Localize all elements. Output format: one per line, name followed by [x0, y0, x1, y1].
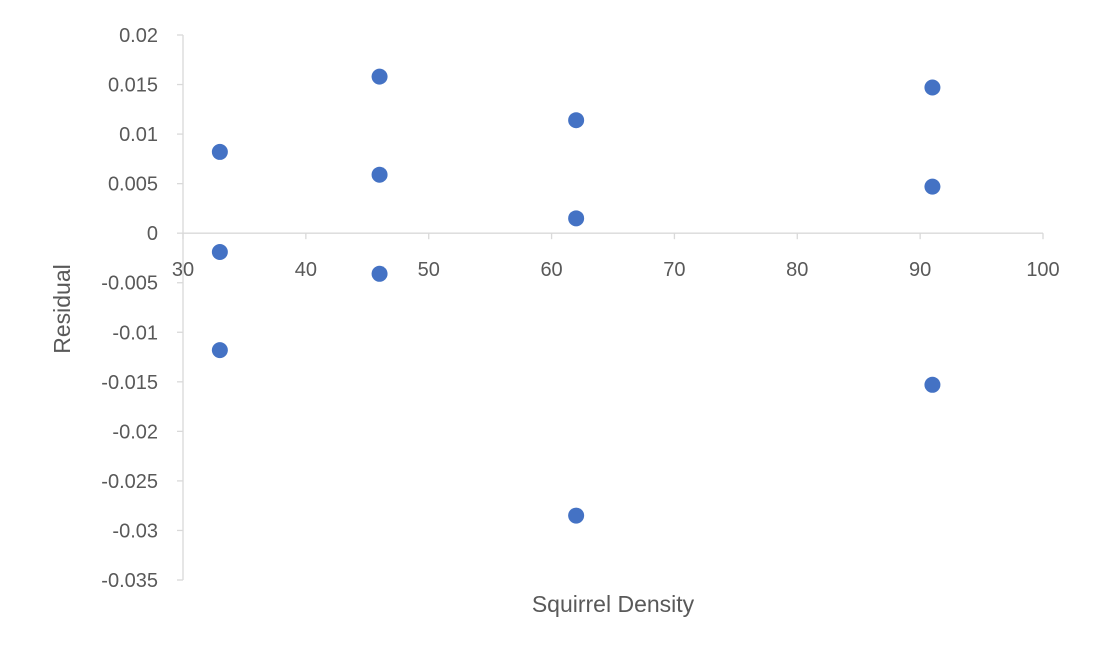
data-point [371, 68, 388, 85]
ticks-layer: 0.02 0.015 0.01 0.005 0 -0.005 -0.01 -0.015 -0.0… [101, 25, 1059, 592]
y-tick-label: -0.02 [112, 421, 158, 443]
x-tick-label: 80 [786, 259, 808, 281]
axes-layer [182, 35, 1043, 580]
x-tick-label: 50 [418, 259, 440, 281]
data-point [211, 342, 228, 359]
y-tick-label: -0.025 [101, 471, 158, 493]
data-point [924, 79, 941, 96]
x-tick-label: 90 [909, 259, 931, 281]
y-tick-label: -0.005 [101, 273, 158, 295]
y-tick-label: -0.01 [112, 322, 158, 344]
data-point [211, 244, 228, 261]
x-tick-label: 40 [295, 259, 317, 281]
data-point [924, 376, 941, 393]
points-layer [211, 68, 941, 524]
data-point [568, 112, 585, 129]
y-tick-label: -0.03 [112, 520, 158, 542]
x-tick-label: 70 [663, 259, 685, 281]
y-tick-label: 0 [147, 223, 158, 245]
y-axis-title: Residual [49, 264, 75, 354]
y-tick-label: -0.035 [101, 570, 158, 592]
data-point [371, 166, 388, 183]
data-point [924, 178, 941, 195]
data-point [371, 265, 388, 282]
x-tick-label: 60 [540, 259, 562, 281]
y-tick-label: 0.005 [108, 174, 158, 196]
y-tick-label: 0.02 [119, 25, 158, 47]
x-axis-title: Squirrel Density [532, 591, 695, 617]
y-tick-label: -0.015 [101, 372, 158, 394]
x-tick-label: 100 [1026, 259, 1059, 281]
x-tick-label: 30 [172, 259, 194, 281]
data-point [568, 210, 585, 227]
y-tick-label: 0.01 [119, 124, 158, 146]
y-tick-label: 0.015 [108, 75, 158, 97]
data-point [211, 143, 228, 160]
data-point [568, 507, 585, 524]
